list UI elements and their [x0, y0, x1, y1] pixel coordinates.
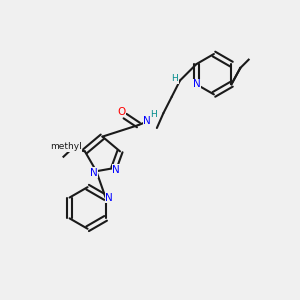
Text: N: N — [143, 116, 151, 127]
Text: N: N — [105, 193, 113, 202]
Text: methyl: methyl — [50, 142, 82, 152]
Text: H: H — [151, 110, 157, 119]
Text: O: O — [117, 107, 126, 117]
Text: N: N — [193, 79, 200, 89]
Text: H: H — [171, 74, 178, 83]
Text: N: N — [90, 168, 98, 178]
Text: N: N — [112, 165, 120, 175]
